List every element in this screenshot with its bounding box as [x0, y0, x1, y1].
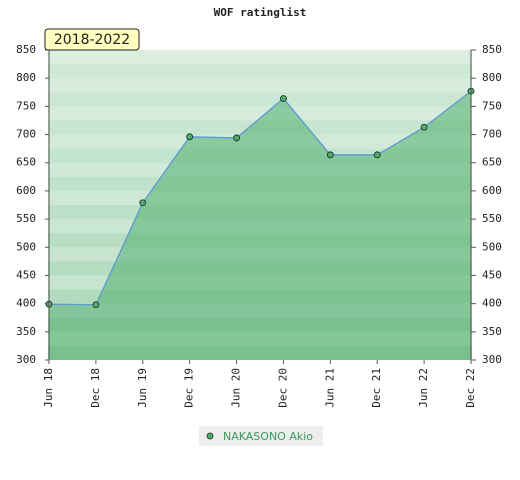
band: [48, 64, 472, 79]
legend-box: [199, 426, 323, 446]
point: [92, 301, 100, 309]
point: [139, 199, 147, 207]
x-tick-label: Jun 22: [417, 368, 430, 408]
y2-tick-label: 850: [482, 43, 502, 56]
point: [420, 123, 428, 131]
x-tick-label: Jun 19: [136, 368, 149, 408]
y2-tick-label: 400: [482, 297, 502, 310]
area: [49, 91, 471, 361]
y2-tick-label: 500: [482, 240, 502, 253]
y-tick-label: 400: [16, 297, 36, 310]
annotation: 2018-2022: [54, 32, 130, 48]
y-tick-label: 550: [16, 212, 36, 225]
point: [326, 151, 334, 159]
y-tick-label: 800: [16, 71, 36, 84]
y2-tick-label: 300: [482, 353, 502, 366]
x-tick-label: Dec 20: [276, 368, 289, 408]
y2-tick-label: 550: [482, 212, 502, 225]
y-tick-label: 750: [16, 99, 36, 112]
x-tick-label: Jun 20: [230, 368, 243, 408]
x-tick-label: Dec 21: [370, 368, 383, 408]
band: [48, 106, 472, 121]
y-tick-label: 300: [16, 353, 36, 366]
x-tick-label: Jun 18: [42, 368, 55, 408]
y-tick-label: 650: [16, 156, 36, 169]
y2-tick-label: 700: [482, 128, 502, 141]
x-tick-label: Jun 21: [323, 368, 336, 408]
y-tick-label: 700: [16, 128, 36, 141]
band: [48, 50, 472, 65]
y2-tick-label: 600: [482, 184, 502, 197]
y2-tick-label: 750: [482, 99, 502, 112]
band: [48, 92, 472, 107]
y-tick-label: 850: [16, 43, 36, 56]
legend-marker: [206, 432, 214, 440]
point: [233, 134, 240, 142]
point: [373, 151, 381, 159]
x-tick-label: Dec 22: [464, 368, 477, 408]
y-tick-label: 500: [16, 240, 36, 253]
annotation-box: [44, 28, 140, 51]
legend-label: NAKASONO Akio: [223, 430, 313, 443]
point: [186, 133, 194, 141]
y2-tick-label: 800: [482, 71, 502, 84]
line: [48, 90, 472, 306]
point: [280, 95, 287, 102]
y2-tick-label: 650: [482, 156, 502, 169]
band: [48, 78, 472, 93]
y-tick-label: 450: [16, 268, 36, 281]
chart-title: WOF ratinglist: [214, 6, 307, 19]
x-tick-label: Dec 19: [183, 368, 196, 408]
y2-tick-label: 450: [482, 268, 502, 281]
y2-tick-label: 350: [482, 325, 502, 338]
y-tick-label: 350: [16, 325, 36, 338]
x-tick-label: Dec 18: [89, 368, 102, 408]
y-tick-label: 600: [16, 184, 36, 197]
